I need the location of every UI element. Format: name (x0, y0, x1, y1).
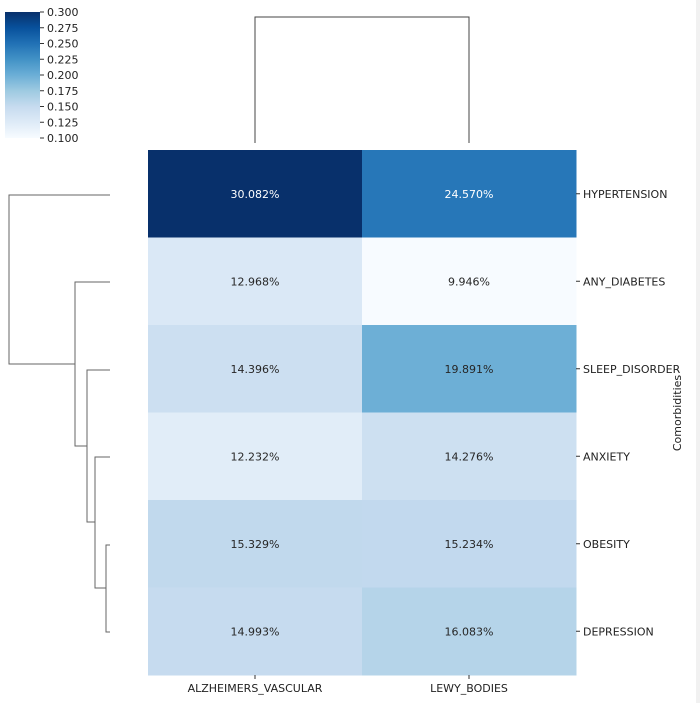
column-dendrogram (254, 16, 470, 143)
heatmap-cell-label-sleep-disorder-lewy-bodies: 19.891% (445, 363, 494, 376)
heatmap-cell-label-depression-alzheimers-vascular: 14.993% (231, 625, 280, 638)
column-label-alzheimers-vascular: ALZHEIMERS_VASCULAR (188, 682, 323, 695)
colorbar-tick-label: 0.225 (47, 53, 79, 66)
colorbar-gradient (5, 12, 40, 138)
heatmap-cell-sleep-disorder-lewy-bodies (362, 325, 577, 413)
row-dendrogram-link-anxiety-cluster (94, 456, 110, 589)
colorbar-tick-label: 0.200 (47, 69, 79, 82)
row-dendrogram-link-obesity-depression (105, 544, 110, 633)
row-dendrogram-link-hypertension-root (8, 194, 110, 365)
row-dendrogram-link-sleep-cluster (86, 369, 110, 523)
heatmap-cell-depression-lewy-bodies (362, 587, 577, 676)
heatmap-cell-label-any-diabetes-alzheimers-vascular: 12.968% (231, 275, 280, 288)
heatmap-cell-obesity-lewy-bodies (362, 500, 577, 588)
colorbar: 0.300 0.275 0.250 0.225 0.200 0.175 0.150 0.125… (5, 6, 79, 145)
heatmap-cell-hypertension-lewy-bodies (362, 150, 577, 238)
heatmap-cell-depression-alzheimers-vascular (148, 587, 363, 676)
colorbar-tick-label: 0.100 (47, 132, 79, 145)
heatmap-cell-any-diabetes-alzheimers-vascular (148, 237, 363, 326)
scrollbar-edge (696, 0, 700, 703)
heatmap-cell-labels: 30.082% 24.570% 12.968% 9.946% 14.396% 19.891… (231, 188, 494, 639)
row-label-hypertension: HYPERTENSION (583, 188, 667, 201)
row-dendrogram-link-diabetes-cluster (74, 281, 110, 447)
colorbar-tick-label: 0.150 (47, 101, 79, 114)
heatmap-cell-label-obesity-alzheimers-vascular: 15.329% (231, 538, 280, 551)
heatmap-cells (148, 150, 577, 676)
heatmap-cell-label-anxiety-alzheimers-vascular: 12.232% (231, 450, 280, 463)
heatmap-cell-sleep-disorder-alzheimers-vascular (148, 325, 363, 413)
heatmap-cell-hypertension-alzheimers-vascular (148, 150, 363, 238)
colorbar-tick-label: 0.275 (47, 22, 79, 35)
column-dendrogram-link (254, 16, 470, 143)
heatmap-cell-anxiety-alzheimers-vascular (148, 412, 363, 501)
heatmap-cell-obesity-alzheimers-vascular (148, 500, 363, 588)
heatmap-cell-label-depression-lewy-bodies: 16.083% (445, 625, 494, 638)
row-label-sleep-disorder: SLEEP_DISORDER (583, 363, 681, 376)
row-label-anxiety: ANXIETY (583, 450, 630, 463)
heatmap-cell-label-obesity-lewy-bodies: 15.234% (445, 538, 494, 551)
row-label-depression: DEPRESSION (583, 625, 654, 638)
heatmap-cell-label-sleep-disorder-alzheimers-vascular: 14.396% (231, 363, 280, 376)
y-axis-label: Comorbidities (671, 375, 684, 452)
row-label-obesity: OBESITY (583, 538, 630, 551)
row-dendrogram (8, 194, 110, 633)
row-tick-labels: HYPERTENSION ANY_DIABETES SLEEP_DISORDER AN… (576, 188, 681, 638)
row-label-any-diabetes: ANY_DIABETES (583, 275, 665, 288)
colorbar-tick-label: 0.300 (47, 6, 79, 19)
colorbar-tick-label: 0.125 (47, 116, 79, 129)
colorbar-tick-label: 0.175 (47, 85, 79, 98)
column-tick-labels: ALZHEIMERS_VASCULAR LEWY_BODIES (188, 675, 508, 695)
heatmap-cell-label-any-diabetes-lewy-bodies: 9.946% (448, 275, 490, 288)
heatmap-cell-label-hypertension-lewy-bodies: 24.570% (445, 188, 494, 201)
column-label-lewy-bodies: LEWY_BODIES (430, 682, 508, 695)
colorbar-ticks: 0.300 0.275 0.250 0.225 0.200 0.175 0.150 0.125… (40, 6, 79, 145)
heatmap-cell-label-hypertension-alzheimers-vascular: 30.082% (231, 188, 280, 201)
heatmap-cell-label-anxiety-lewy-bodies: 14.276% (445, 450, 494, 463)
heatmap-cell-anxiety-lewy-bodies (362, 412, 577, 501)
heatmap-cell-any-diabetes-lewy-bodies (362, 237, 577, 326)
colorbar-tick-label: 0.250 (47, 38, 79, 51)
